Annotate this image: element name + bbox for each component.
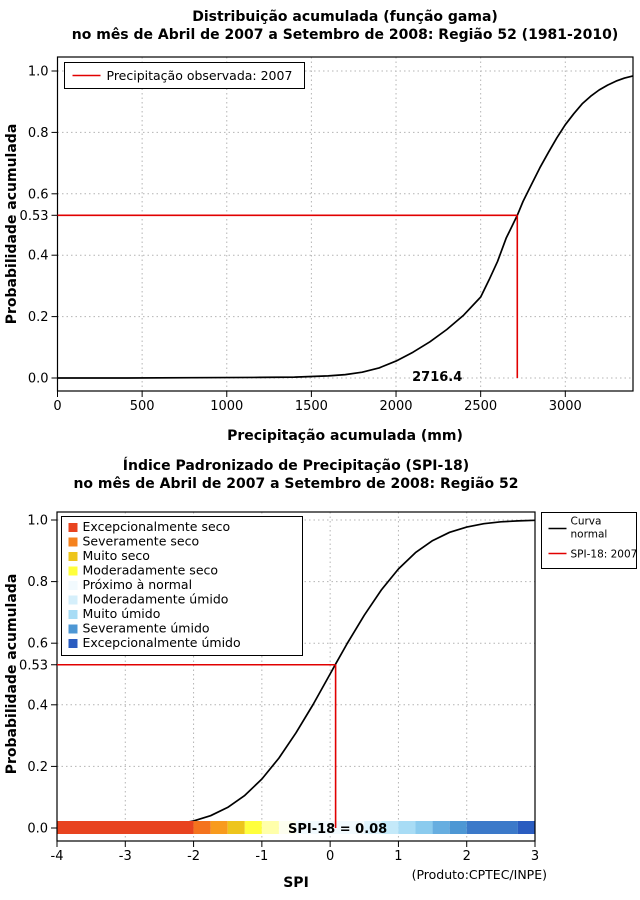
colorbar-segment — [449, 821, 467, 834]
y-tick-label: 0.8 — [28, 126, 49, 141]
colorbar-segment — [296, 821, 365, 834]
x-tick-label: 1 — [394, 849, 402, 864]
plot-border — [56, 56, 634, 392]
x-tick-label: 2 — [463, 849, 471, 864]
chart1-y-axis-title: Probabilidade acumulada — [4, 124, 20, 325]
axis-ticks — [51, 70, 566, 397]
gridlines — [57, 57, 633, 391]
legend-item-label: Moderadamente úmido — [83, 592, 229, 607]
legend-item-label: Precipitação observada: 2007 — [107, 68, 293, 83]
colorbar-segment — [466, 821, 518, 834]
legend-item-label: Próximo à normal — [83, 577, 193, 592]
y-tick-label: 1.0 — [27, 514, 48, 529]
colorbar-segment — [193, 821, 211, 834]
legend-swatch — [68, 595, 78, 605]
x-tick-label: -1 — [255, 849, 268, 864]
x-tick-label: -3 — [119, 849, 132, 864]
legend: Precipitação observada: 2007 — [64, 62, 305, 89]
legend-item-label: Severamente seco — [83, 534, 200, 549]
gamma-cdf-figure: Distribuição acumulada (função gama) no … — [4, 9, 634, 444]
y-tick-label: 0.6 — [27, 637, 48, 652]
chart2-x-axis-title: SPI — [283, 875, 309, 891]
legend-item-label: normal — [571, 529, 608, 541]
x-tick-label: 3000 — [549, 399, 582, 414]
x-tick-label: 3 — [531, 849, 539, 864]
legend-item-label: Excepcionalmente úmido — [83, 635, 241, 650]
colorbar-segment — [415, 821, 433, 834]
x-tick-label: -2 — [187, 849, 200, 864]
y-tick-label: 1.0 — [28, 65, 49, 80]
tick-labels: -4 -3 -2 -1 0 1 2 3 0.0 0.2 0.4 0.6 0.8 1.0 0.53 — [19, 514, 539, 865]
colorbar-segment — [432, 821, 450, 834]
legend-swatch — [68, 624, 78, 634]
tick-labels: 0 500 1000 1500 2000 2500 3000 0.0 0.2 0.4 0.6 0.8 1… — [20, 65, 582, 415]
x-tick-label: -4 — [51, 849, 64, 864]
axis-ticks — [51, 519, 536, 847]
legend-item-label: Excepcionalmente seco — [83, 519, 231, 534]
chart1-title: Distribuição acumulada (função gama) — [192, 9, 498, 25]
chart2-plot-area: -4 -3 -2 -1 0 1 2 3 0.0 0.2 0.4 0.6 0.8 1.0 0.53 SPI-18… — [19, 511, 638, 865]
reference-x-label: SPI-18 = 0.08 — [288, 822, 387, 837]
spi-cdf-chart: Índice Padronizado de Precipitação (SPI-… — [4, 457, 638, 891]
legend-item-label: Moderadamente seco — [83, 563, 219, 578]
legend-item-label: Severamente úmido — [83, 621, 210, 636]
chart2-title: Índice Padronizado de Precipitação (SPI-… — [123, 457, 469, 474]
y-tick-label: 0.0 — [27, 822, 48, 837]
plot-border — [56, 511, 536, 842]
y-tick-label: 0.4 — [27, 698, 48, 713]
chart2-subtitle: no mês de Abril de 2007 a Setembro de 20… — [73, 476, 518, 492]
reference-y-label: 0.53 — [19, 658, 48, 673]
x-tick-label: 1000 — [210, 399, 243, 414]
x-tick-label: 500 — [130, 399, 155, 414]
legend-item-label: Muito úmido — [83, 606, 161, 621]
colorbar-segment — [244, 821, 262, 834]
reference-x-label: 2716.4 — [412, 370, 462, 385]
x-tick-label: 2000 — [379, 399, 412, 414]
colorbar-segment — [381, 821, 399, 834]
legend-swatch — [68, 523, 78, 532]
colorbar-segment — [278, 821, 296, 834]
colorbar-segment — [210, 821, 228, 834]
chart2-y-axis-title: Probabilidade acumulada — [4, 574, 20, 775]
cdf-curve — [57, 75, 634, 379]
gamma-cdf-chart: Distribuição acumulada (função gama) no … — [4, 9, 634, 444]
spi-cdf-figure: Índice Padronizado de Precipitação (SPI-… — [0, 455, 640, 900]
spi-colorbar — [57, 821, 535, 834]
legend-swatch — [68, 537, 78, 547]
colorbar-segment — [364, 821, 382, 834]
colorbar-segment — [261, 821, 279, 834]
legend-swatch — [68, 610, 78, 619]
legend-item-label: Muito seco — [83, 548, 150, 563]
y-tick-label: 0.8 — [27, 575, 48, 590]
product-credit: (Produto:CPTEC/INPE) — [412, 867, 547, 882]
y-tick-label: 0.0 — [28, 372, 49, 387]
legend-swatch — [68, 639, 78, 648]
colorbar-segment — [517, 821, 535, 834]
x-tick-label: 0 — [326, 849, 334, 864]
colorbar-segment — [57, 821, 194, 834]
legend-swatch — [68, 552, 78, 561]
colorbar-segment — [398, 821, 416, 834]
legend-item-label: Curva — [571, 516, 602, 528]
x-tick-label: 1500 — [295, 399, 328, 414]
reference-lines — [57, 214, 519, 378]
y-tick-label: 0.2 — [27, 760, 48, 775]
x-tick-label: 0 — [53, 399, 61, 414]
x-tick-label: 2500 — [464, 399, 497, 414]
legend-swatch — [68, 566, 78, 576]
colorbar-segment — [227, 821, 245, 834]
chart1-x-axis-title: Precipitação acumulada (mm) — [227, 428, 463, 444]
y-tick-label: 0.2 — [28, 310, 49, 325]
y-tick-label: 0.4 — [28, 249, 49, 264]
y-tick-label: 0.6 — [28, 187, 49, 202]
chart1-plot-area: 0 500 1000 1500 2000 2500 3000 0.0 0.2 0.4 0.6 0.8 1… — [20, 56, 634, 415]
legend-item-label: SPI-18: 2007 — [571, 549, 638, 561]
chart1-subtitle: no mês de Abril de 2007 a Setembro de 20… — [72, 27, 618, 43]
reference-y-label: 0.53 — [20, 209, 49, 224]
legend-swatch — [68, 581, 78, 590]
reference-lines — [57, 663, 337, 828]
